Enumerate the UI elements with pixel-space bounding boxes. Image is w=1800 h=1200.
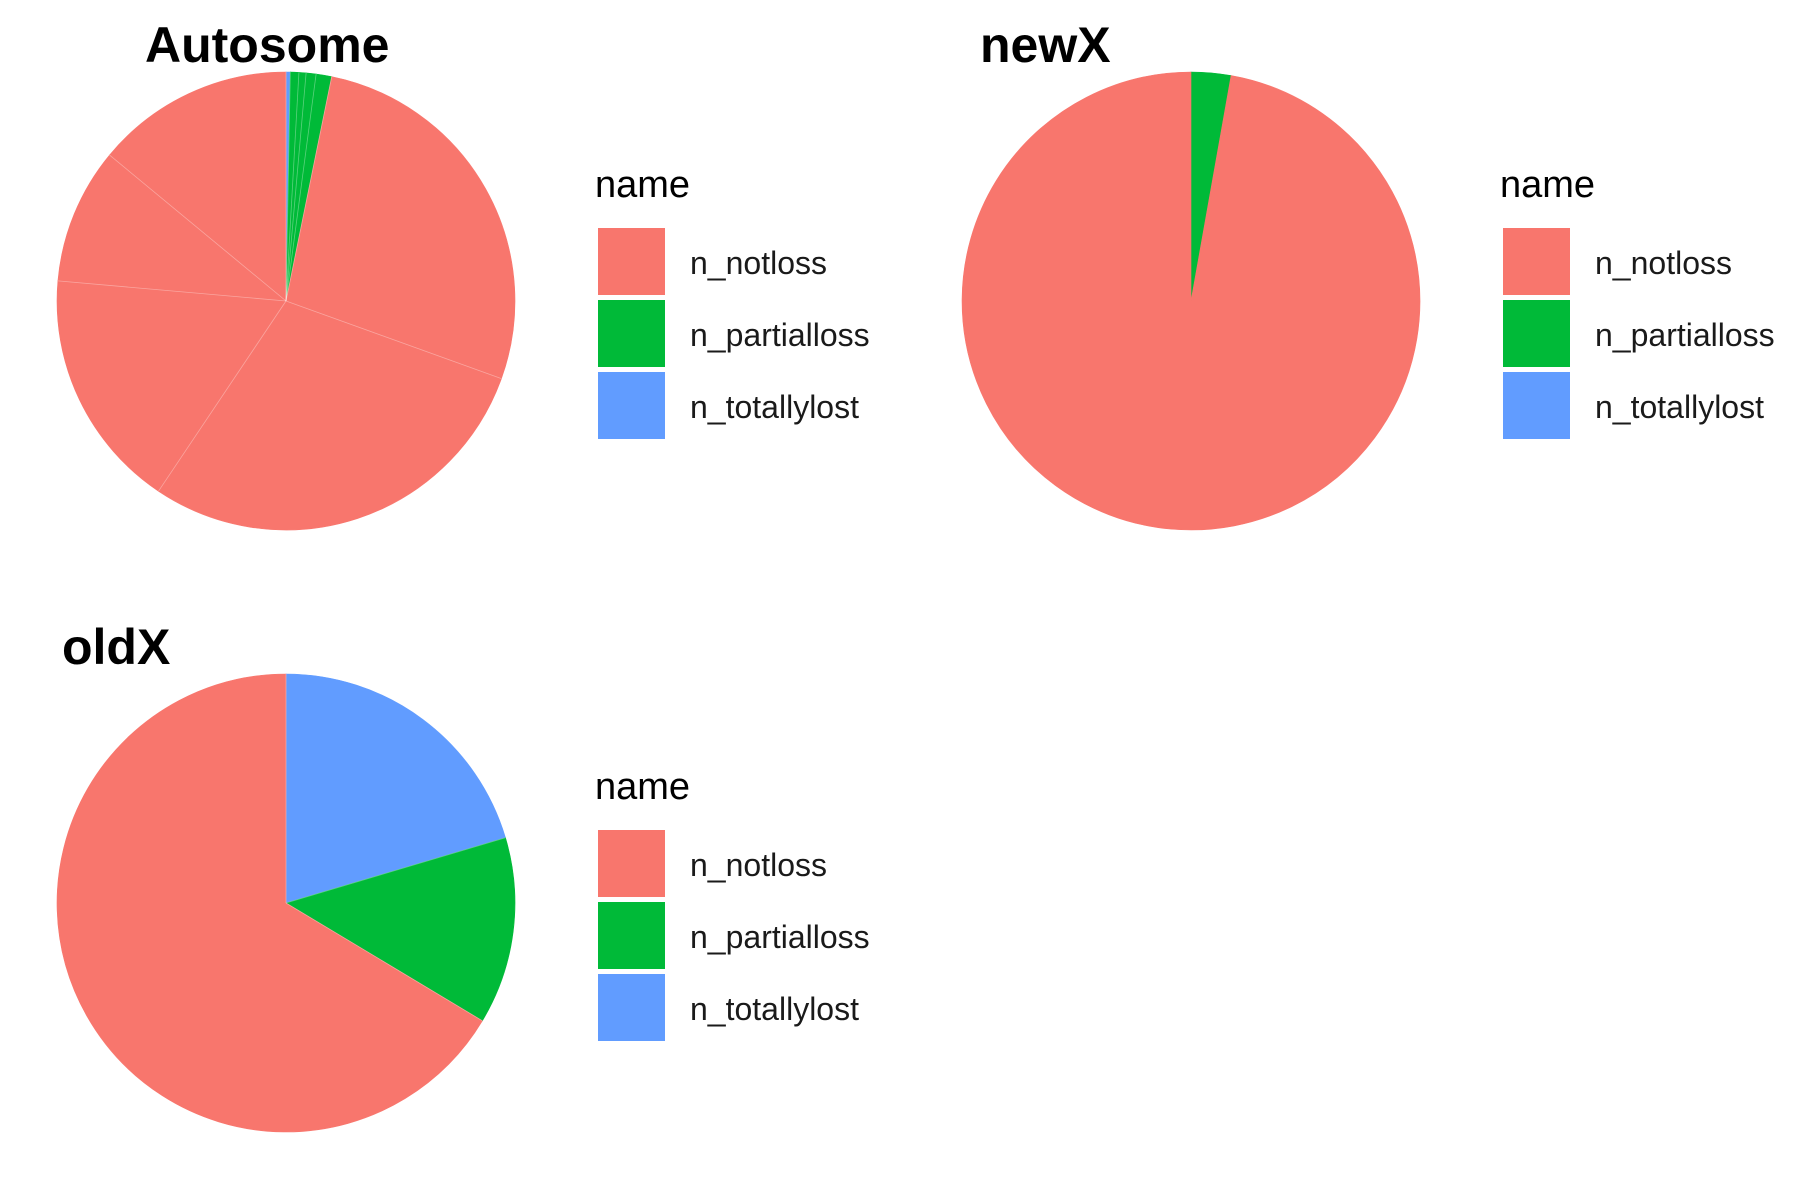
pie-slice-border-autosome-3 bbox=[285, 72, 307, 302]
pie-slice-oldx-n-totallylost-0 bbox=[285, 673, 506, 904]
legend-newx: name n_notloss n_partialloss n_totallylo… bbox=[1500, 164, 1775, 439]
pie-slice-autosome-n-notloss-9 bbox=[109, 71, 287, 302]
legend-label-autosome-n-partialloss: n_partialloss bbox=[690, 317, 870, 353]
pie-slice-border-autosome-6 bbox=[285, 300, 502, 379]
chart-title-newx: newX bbox=[980, 17, 1111, 73]
pie-slice-border-autosome-9 bbox=[109, 154, 287, 302]
legend-key-newx-n-notloss bbox=[1503, 228, 1570, 295]
pie-slice-border-autosome-8 bbox=[57, 280, 287, 302]
pie-slice-autosome-n-notloss-5 bbox=[285, 76, 516, 379]
pie-slice-border-oldx-1 bbox=[285, 837, 506, 904]
pie-slice-border-oldx-2 bbox=[285, 902, 483, 1022]
pie-slice-border-autosome-7 bbox=[158, 300, 287, 492]
pie-slice-newx-n-notloss-1 bbox=[961, 71, 1421, 531]
legend-key-oldx-n-totallylost bbox=[598, 974, 665, 1041]
legend-key-oldx-n-notloss bbox=[598, 830, 665, 897]
panel-newx: newX name n_notloss n_partialloss n_tota… bbox=[961, 17, 1775, 531]
pie-slice-border-autosome-5 bbox=[285, 76, 333, 302]
legend-title-oldx: name bbox=[595, 766, 690, 808]
legend-label-newx-n-totallylost: n_totallylost bbox=[1595, 389, 1764, 425]
legend-title-autosome: name bbox=[595, 164, 690, 206]
panel-autosome: Autosome name n_notloss n_partialloss n_… bbox=[56, 17, 870, 531]
legend-label-newx-n-partialloss: n_partialloss bbox=[1595, 317, 1775, 353]
pie-slice-autosome-n-notloss-7 bbox=[56, 280, 287, 492]
legend-key-autosome-n-partialloss bbox=[598, 300, 665, 367]
legend-label-oldx-n-notloss: n_notloss bbox=[690, 847, 827, 883]
chart-title-oldx: oldX bbox=[62, 619, 170, 675]
chart-title-autosome: Autosome bbox=[145, 17, 389, 73]
panel-oldx: oldX name n_notloss n_partialloss n_tota… bbox=[56, 619, 870, 1133]
legend-label-oldx-n-totallylost: n_totallylost bbox=[690, 991, 859, 1027]
pie-newx bbox=[961, 71, 1421, 531]
legend-label-autosome-n-notloss: n_notloss bbox=[690, 245, 827, 281]
legend-key-newx-n-partialloss bbox=[1503, 300, 1570, 367]
legend-oldx: name n_notloss n_partialloss n_totallylo… bbox=[595, 766, 870, 1041]
pie-slice-autosome-n-notloss-8 bbox=[57, 154, 287, 302]
legend-key-oldx-n-partialloss bbox=[598, 902, 665, 969]
pie-slice-border-autosome-1 bbox=[285, 72, 291, 302]
legend-autosome: name n_notloss n_partialloss n_totallylo… bbox=[595, 164, 870, 439]
pie-oldx bbox=[56, 673, 516, 1133]
pie-slice-oldx-n-notloss-2 bbox=[56, 673, 483, 1133]
pie-slice-border-autosome-2 bbox=[285, 72, 300, 302]
pie-slice-border-autosome-4 bbox=[285, 73, 317, 302]
legend-label-oldx-n-partialloss: n_partialloss bbox=[690, 919, 870, 955]
legend-title-newx: name bbox=[1500, 164, 1595, 206]
pie-slice-autosome-n-notloss-6 bbox=[158, 300, 502, 531]
legend-key-autosome-n-totallylost bbox=[598, 372, 665, 439]
pie-autosome bbox=[56, 71, 516, 531]
pie-slice-oldx-n-partialloss-1 bbox=[285, 837, 516, 1022]
legend-label-newx-n-notloss: n_notloss bbox=[1595, 245, 1732, 281]
legend-key-newx-n-totallylost bbox=[1503, 372, 1570, 439]
legend-key-autosome-n-notloss bbox=[598, 228, 665, 295]
legend-label-autosome-n-totallylost: n_totallylost bbox=[690, 389, 859, 425]
